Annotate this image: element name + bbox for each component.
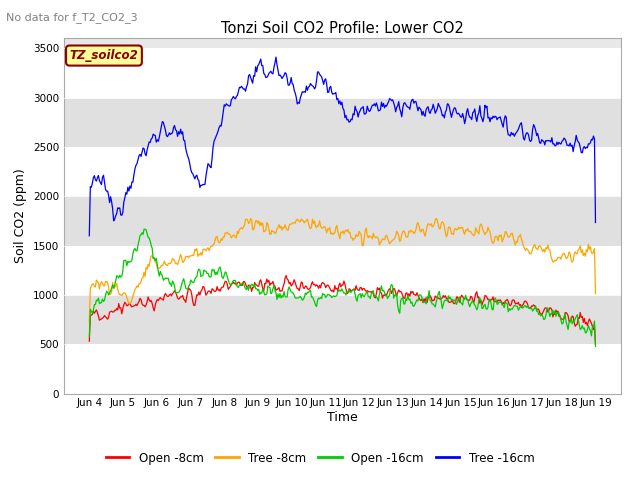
Tree -8cm	[359, 243, 367, 249]
Open -16cm	[591, 344, 599, 349]
Title: Tonzi Soil CO2 Profile: Lower CO2: Tonzi Soil CO2 Profile: Lower CO2	[221, 21, 464, 36]
Open -8cm	[388, 291, 396, 297]
Open -16cm	[140, 226, 148, 232]
Line: Tree -16cm: Tree -16cm	[90, 57, 595, 236]
Tree -8cm	[329, 232, 337, 238]
Open -16cm	[580, 325, 588, 331]
Open -16cm	[86, 334, 93, 339]
X-axis label: Time: Time	[327, 411, 358, 424]
Bar	[64, 147, 621, 196]
Bar	[64, 295, 621, 344]
Tree -8cm	[580, 250, 588, 256]
Line: Open -16cm: Open -16cm	[90, 229, 595, 347]
Legend: Open -8cm, Tree -8cm, Open -16cm, Tree -16cm: Open -8cm, Tree -8cm, Open -16cm, Tree -…	[101, 447, 539, 469]
Tree -16cm	[272, 54, 280, 60]
Bar	[64, 48, 621, 97]
Tree -16cm	[86, 233, 93, 239]
Open -8cm	[330, 289, 338, 295]
Tree -8cm	[501, 229, 509, 235]
Line: Open -8cm: Open -8cm	[90, 276, 595, 344]
Tree -8cm	[433, 216, 440, 221]
Y-axis label: Soil CO2 (ppm): Soil CO2 (ppm)	[14, 168, 28, 264]
Open -8cm	[580, 315, 588, 321]
Open -8cm	[327, 287, 335, 293]
Tree -16cm	[591, 220, 599, 226]
Open -16cm	[330, 293, 338, 299]
Tree -16cm	[327, 84, 335, 89]
Bar	[64, 344, 621, 394]
Open -8cm	[360, 286, 368, 291]
Open -8cm	[282, 273, 290, 278]
Tree -16cm	[360, 111, 368, 117]
Open -8cm	[501, 298, 509, 304]
Bar	[64, 246, 621, 295]
Bar	[64, 97, 621, 147]
Open -8cm	[86, 338, 93, 344]
Tree -16cm	[501, 113, 509, 119]
Open -8cm	[591, 341, 599, 347]
Tree -8cm	[387, 240, 394, 245]
Tree -8cm	[591, 291, 599, 297]
Open -16cm	[360, 294, 368, 300]
Open -16cm	[388, 282, 396, 288]
Bar	[64, 196, 621, 246]
Tree -16cm	[580, 144, 588, 149]
Open -16cm	[501, 299, 509, 305]
Line: Tree -8cm: Tree -8cm	[90, 218, 595, 322]
Text: No data for f_T2_CO2_3: No data for f_T2_CO2_3	[6, 12, 138, 23]
Tree -8cm	[86, 319, 93, 324]
Tree -8cm	[326, 225, 333, 230]
Text: TZ_soilco2: TZ_soilco2	[70, 49, 138, 62]
Open -16cm	[327, 293, 335, 299]
Tree -16cm	[330, 91, 338, 96]
Tree -16cm	[388, 98, 396, 104]
